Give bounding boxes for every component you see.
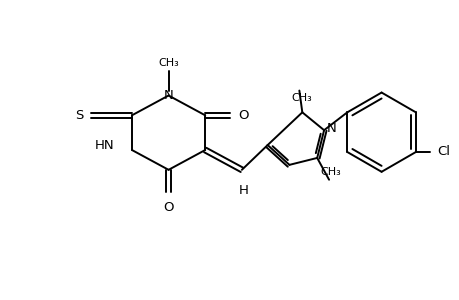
Text: HN: HN xyxy=(94,139,114,152)
Text: S: S xyxy=(75,109,83,122)
Text: H: H xyxy=(238,184,248,197)
Text: CH₃: CH₃ xyxy=(291,94,311,103)
Text: Cl: Cl xyxy=(437,146,450,158)
Text: CH₃: CH₃ xyxy=(320,167,341,177)
Text: N: N xyxy=(326,122,336,135)
Text: CH₃: CH₃ xyxy=(158,58,179,68)
Text: N: N xyxy=(163,89,173,102)
Text: O: O xyxy=(237,109,248,122)
Text: O: O xyxy=(163,200,174,214)
